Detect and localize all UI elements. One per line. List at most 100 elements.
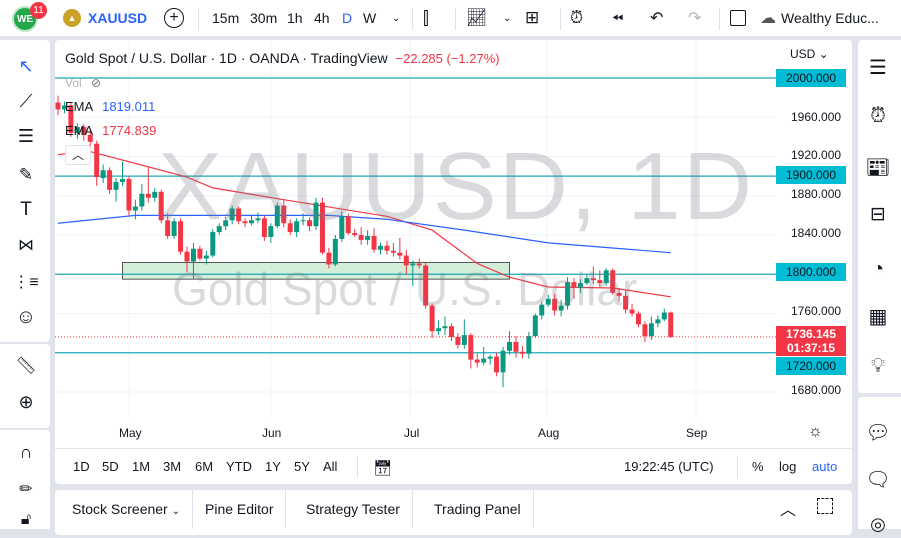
chart-settings-gear-icon[interactable]: ☼: [808, 423, 823, 440]
candle-body: [87, 134, 93, 142]
candle-body: [448, 326, 454, 338]
candle-body: [661, 312, 667, 320]
candle-body: [319, 202, 325, 253]
candle-body: [545, 298, 551, 305]
alert-icon[interactable]: ⏰︎: [570, 8, 584, 27]
candle-body: [558, 305, 564, 311]
hidden-eye-icon[interactable]: ⊘: [91, 76, 102, 90]
candles-chart-type-icon[interactable]: ⫿: [423, 7, 429, 28]
fib-lines-icon[interactable]: ☰: [17, 125, 35, 146]
tab-trading-panel[interactable]: Trading Panel: [422, 490, 534, 529]
clock-time[interactable]: 19:22:45 (UTC): [624, 459, 714, 474]
interval-30m[interactable]: 30m: [250, 10, 278, 26]
candle-body: [307, 220, 313, 227]
layouts-grid-icon[interactable]: ⊞: [525, 8, 540, 27]
time-label: Aug: [538, 426, 560, 440]
chats-icon[interactable]: 💬︎: [865, 421, 891, 444]
range-ytd[interactable]: YTD: [226, 459, 252, 474]
compare-button[interactable]: +: [164, 0, 184, 36]
range-3m[interactable]: 3M: [163, 459, 182, 474]
ideas-lightbulb-icon[interactable]: 💡︎: [871, 354, 885, 377]
interval-d[interactable]: D: [342, 10, 353, 26]
time-label: Jul: [404, 426, 420, 440]
trend-line-icon[interactable]: ⟋: [19, 90, 33, 111]
price-chart[interactable]: [55, 40, 776, 418]
tab-stock-screener[interactable]: Stock Screener ⌄: [60, 490, 193, 529]
candle-body: [603, 270, 609, 284]
expand-panel-chevron-up-icon[interactable]: ︿: [780, 502, 797, 519]
streams-icon[interactable]: ◎: [870, 513, 886, 534]
range-6m[interactable]: 6M: [195, 459, 214, 474]
chart-legend: Gold Spot / U.S. Dollar · 1D · OANDA · T…: [65, 50, 500, 66]
calendar-icon[interactable]: ▦: [868, 305, 888, 328]
data-window-icon[interactable]: ⊟: [870, 203, 886, 225]
brush-icon[interactable]: ✎: [18, 165, 34, 184]
candle-body: [461, 335, 467, 345]
chat-icon[interactable]: 🗨︎: [865, 468, 891, 491]
indicators-chevron-icon[interactable]: ⌄: [503, 12, 512, 24]
pattern-icon[interactable]: ⋈: [18, 237, 34, 254]
fullscreen-toggle-button[interactable]: [730, 0, 746, 36]
range-5y[interactable]: 5Y: [294, 459, 310, 474]
news-icon[interactable]: 📰︎: [865, 156, 891, 179]
emoji-icon[interactable]: ☺: [15, 305, 37, 328]
watchlist-icon[interactable]: ☰: [869, 56, 887, 79]
level-label-1720: 1720.000: [776, 357, 846, 375]
replay-icon[interactable]: ⏪︎: [612, 9, 624, 26]
interval-1h[interactable]: 1h: [287, 10, 303, 26]
divider: [55, 448, 852, 449]
magnet-icon[interactable]: ∩: [19, 441, 33, 462]
layout-name-button[interactable]: ☁︎ Wealthy Educ...: [760, 0, 879, 36]
time-label: Sep: [686, 426, 708, 440]
log-scale-toggle[interactable]: log: [779, 459, 797, 474]
range-1m[interactable]: 1M: [132, 459, 151, 474]
indicators-icon[interactable]: 📈︎: [466, 8, 488, 27]
cursor-icon[interactable]: ↖: [18, 55, 34, 76]
candle-body: [416, 263, 422, 266]
interval-dropdown-chevron-icon[interactable]: ⌄: [392, 12, 401, 24]
zoom-in-icon[interactable]: ⊕: [18, 391, 34, 412]
right-sidebar-lower: [858, 397, 901, 529]
candle-body: [565, 282, 571, 306]
candle-body: [365, 235, 371, 240]
tab-strategy-tester[interactable]: Strategy Tester: [294, 490, 413, 529]
auto-scale-toggle[interactable]: auto: [812, 459, 838, 474]
lock-icon[interactable]: 🔓︎: [20, 511, 32, 528]
goto-date-calendar-icon[interactable]: 📅︎: [373, 460, 393, 477]
candle-body: [577, 283, 583, 288]
undo-icon[interactable]: ↶: [650, 10, 664, 27]
percent-scale-toggle[interactable]: %: [752, 459, 764, 474]
range-1d[interactable]: 1D: [73, 459, 90, 474]
ruler-icon[interactable]: 📏︎: [15, 356, 37, 375]
range-all[interactable]: All: [323, 459, 338, 474]
lock-drawings-icon[interactable]: ✏︎: [19, 481, 33, 498]
symbol-search-button[interactable]: ▲ XAUUSD: [63, 0, 147, 36]
interval-w[interactable]: W: [363, 10, 377, 26]
ema-legend-1[interactable]: EMA 1819.011: [65, 99, 155, 114]
range-5d[interactable]: 5D: [102, 459, 119, 474]
candle-body: [513, 341, 519, 352]
candle-body: [455, 337, 461, 345]
vol-legend[interactable]: Vol ⊘: [65, 76, 101, 90]
interval-15m[interactable]: 15m: [212, 10, 240, 26]
collapse-legend-button[interactable]: ︿: [65, 145, 91, 165]
candle-body: [294, 221, 300, 233]
candle-body: [629, 309, 635, 314]
candle-body: [326, 252, 332, 265]
ema-legend-2[interactable]: EMA 1774.839: [65, 123, 156, 138]
range-1y[interactable]: 1Y: [265, 459, 281, 474]
forecast-icon[interactable]: ⋮≡: [13, 274, 39, 291]
alarm-clock-icon[interactable]: ⏰︎: [870, 104, 886, 127]
candle-body: [390, 250, 396, 253]
logo-button[interactable]: WE 11: [12, 0, 47, 36]
interval-4h[interactable]: 4h: [314, 10, 330, 26]
currency-selector[interactable]: USD ⌄: [790, 47, 829, 61]
redo-icon[interactable]: ↷: [688, 10, 702, 27]
candle-body: [623, 295, 629, 310]
candle-body: [668, 312, 674, 337]
candle-body: [655, 319, 661, 324]
text-icon[interactable]: T: [20, 199, 32, 220]
maximize-panel-icon[interactable]: [817, 498, 833, 514]
tab-pine-editor[interactable]: Pine Editor: [193, 490, 287, 529]
hotlists-fire-icon[interactable]: ◔: [871, 257, 885, 280]
